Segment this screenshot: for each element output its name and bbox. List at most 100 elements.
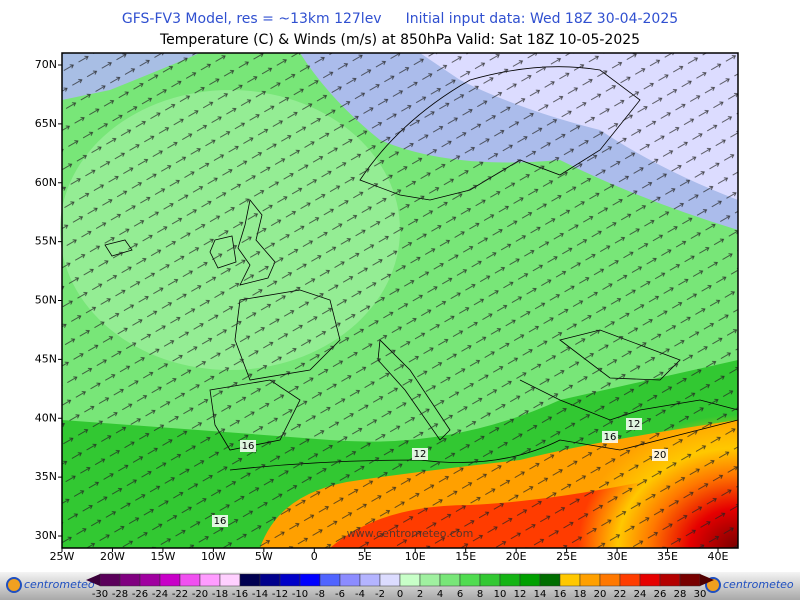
- legend-swatch: [379, 573, 401, 587]
- title-line: GFS-FV3 Model, res = ~13km 127lev Initial…: [122, 11, 678, 27]
- legend-label: 22: [614, 589, 627, 600]
- legend-swatch: [119, 573, 141, 587]
- legend-label: -26: [132, 589, 148, 600]
- legend-label: -30: [92, 589, 108, 600]
- lon-label: 15E: [455, 550, 476, 563]
- legend-label: 14: [534, 589, 547, 600]
- legend-swatch: [619, 573, 641, 587]
- lat-label: 50N: [35, 294, 57, 307]
- legend-swatch: [199, 573, 221, 587]
- lat-label: 65N: [35, 117, 57, 130]
- legend-label: -6: [335, 589, 345, 600]
- lat-label: 70N: [35, 58, 57, 71]
- contour-label-box: [652, 449, 668, 461]
- watermark: www.centrometeo.com: [347, 527, 474, 540]
- logo-text: centrometeo: [24, 578, 95, 591]
- legend-swatch: [259, 573, 281, 587]
- legend-label: 8: [477, 589, 483, 600]
- legend-label: 16: [554, 589, 567, 600]
- legend-label: -22: [172, 589, 188, 600]
- legend-swatch: [339, 573, 361, 587]
- legend-swatch: [499, 573, 521, 587]
- legend-label: 10: [494, 589, 507, 600]
- legend-label: -20: [192, 589, 208, 600]
- contour-label-box: [240, 440, 256, 452]
- contour-label-box: [626, 418, 642, 430]
- contour-label: 16: [214, 516, 227, 527]
- lon-label: 15W: [150, 550, 175, 563]
- map-area: 16 12 16 12 20 16 www.centrometeo.com: [60, 52, 739, 549]
- lat-label: 60N: [35, 176, 57, 189]
- legend-swatch: [599, 573, 621, 587]
- lat-label: 45N: [35, 352, 57, 365]
- legend-swatch: [639, 573, 661, 587]
- lon-label: 5E: [358, 550, 372, 563]
- lon-label: 40E: [708, 550, 729, 563]
- subtitle: Temperature (C) & Winds (m/s) at 850hPa …: [159, 32, 640, 48]
- legend-label: -12: [272, 589, 288, 600]
- legend-label: 4: [437, 589, 443, 600]
- legend-arrow-right: [700, 574, 714, 586]
- legend-label: 6: [457, 589, 463, 600]
- legend-label: 0: [397, 589, 403, 600]
- legend-label: -18: [212, 589, 228, 600]
- color-legend: -30 -28 -26 -24 -22 -20 -18 -16 -14 -12 -10 -8 -6 -4-…: [86, 573, 714, 600]
- contour-label-box: [412, 448, 428, 460]
- legend-swatch: [459, 573, 481, 587]
- lon-label: 35E: [657, 550, 678, 563]
- lon-label: 25W: [50, 550, 75, 563]
- legend-label: -28: [112, 589, 128, 600]
- legend-swatch: [559, 573, 581, 587]
- contour-label-box: [212, 515, 228, 527]
- logo-left: centrometeo: [6, 577, 95, 593]
- legend-swatch: [519, 573, 541, 587]
- lon-label: 0: [311, 550, 318, 563]
- legend-swatch: [679, 573, 701, 587]
- legend-label: 2: [417, 589, 423, 600]
- legend-label: -8: [315, 589, 325, 600]
- legend-swatch: [419, 573, 441, 587]
- contour-label-box: [602, 431, 618, 443]
- legend-swatch: [399, 573, 421, 587]
- lon-label: 10W: [201, 550, 226, 563]
- wind-arrows: [62, 53, 738, 548]
- legend-label: 26: [654, 589, 667, 600]
- lon-label: 5W: [255, 550, 273, 563]
- legend-swatch: [159, 573, 181, 587]
- contour-label: 20: [654, 450, 667, 461]
- legend-label: -16: [232, 589, 248, 600]
- model-info: GFS-FV3 Model, res = ~13km 127lev: [122, 11, 382, 27]
- legend-swatch: [179, 573, 201, 587]
- legend-swatch: [239, 573, 261, 587]
- legend-swatch: [439, 573, 461, 587]
- legend-label: -24: [152, 589, 168, 600]
- legend-label: 30: [694, 589, 707, 600]
- contour-label: 12: [628, 419, 641, 430]
- logo-right: centrometeo: [705, 577, 794, 593]
- lon-label: 20W: [100, 550, 125, 563]
- legend-label: -10: [292, 589, 308, 600]
- lon-label: 20E: [506, 550, 527, 563]
- legend-swatch: [139, 573, 161, 587]
- lat-label: 30N: [35, 529, 57, 542]
- legend-swatch: [539, 573, 561, 587]
- legend-label: -4: [355, 589, 365, 600]
- lat-label: 35N: [35, 470, 57, 483]
- legend-swatch: [359, 573, 381, 587]
- legend-arrow-left: [86, 574, 100, 586]
- legend-label: 20: [594, 589, 607, 600]
- legend-label: 12: [514, 589, 527, 600]
- contour-label: 12: [414, 449, 427, 460]
- legend-swatch: [579, 573, 601, 587]
- legend-swatch: [659, 573, 681, 587]
- lat-label: 40N: [35, 411, 57, 424]
- init-info: Initial input data: Wed 18Z 30-04-2025: [406, 11, 679, 27]
- legend-swatch: [99, 573, 121, 587]
- legend-swatch: [319, 573, 341, 587]
- lon-label: 30E: [607, 550, 628, 563]
- legend-swatch: [279, 573, 301, 587]
- legend-swatch: [479, 573, 501, 587]
- axis-labels: 70N 65N 60N 55N 50N 45N 40N 35N 30N 25W 20W 15W 10W 5…: [35, 58, 729, 563]
